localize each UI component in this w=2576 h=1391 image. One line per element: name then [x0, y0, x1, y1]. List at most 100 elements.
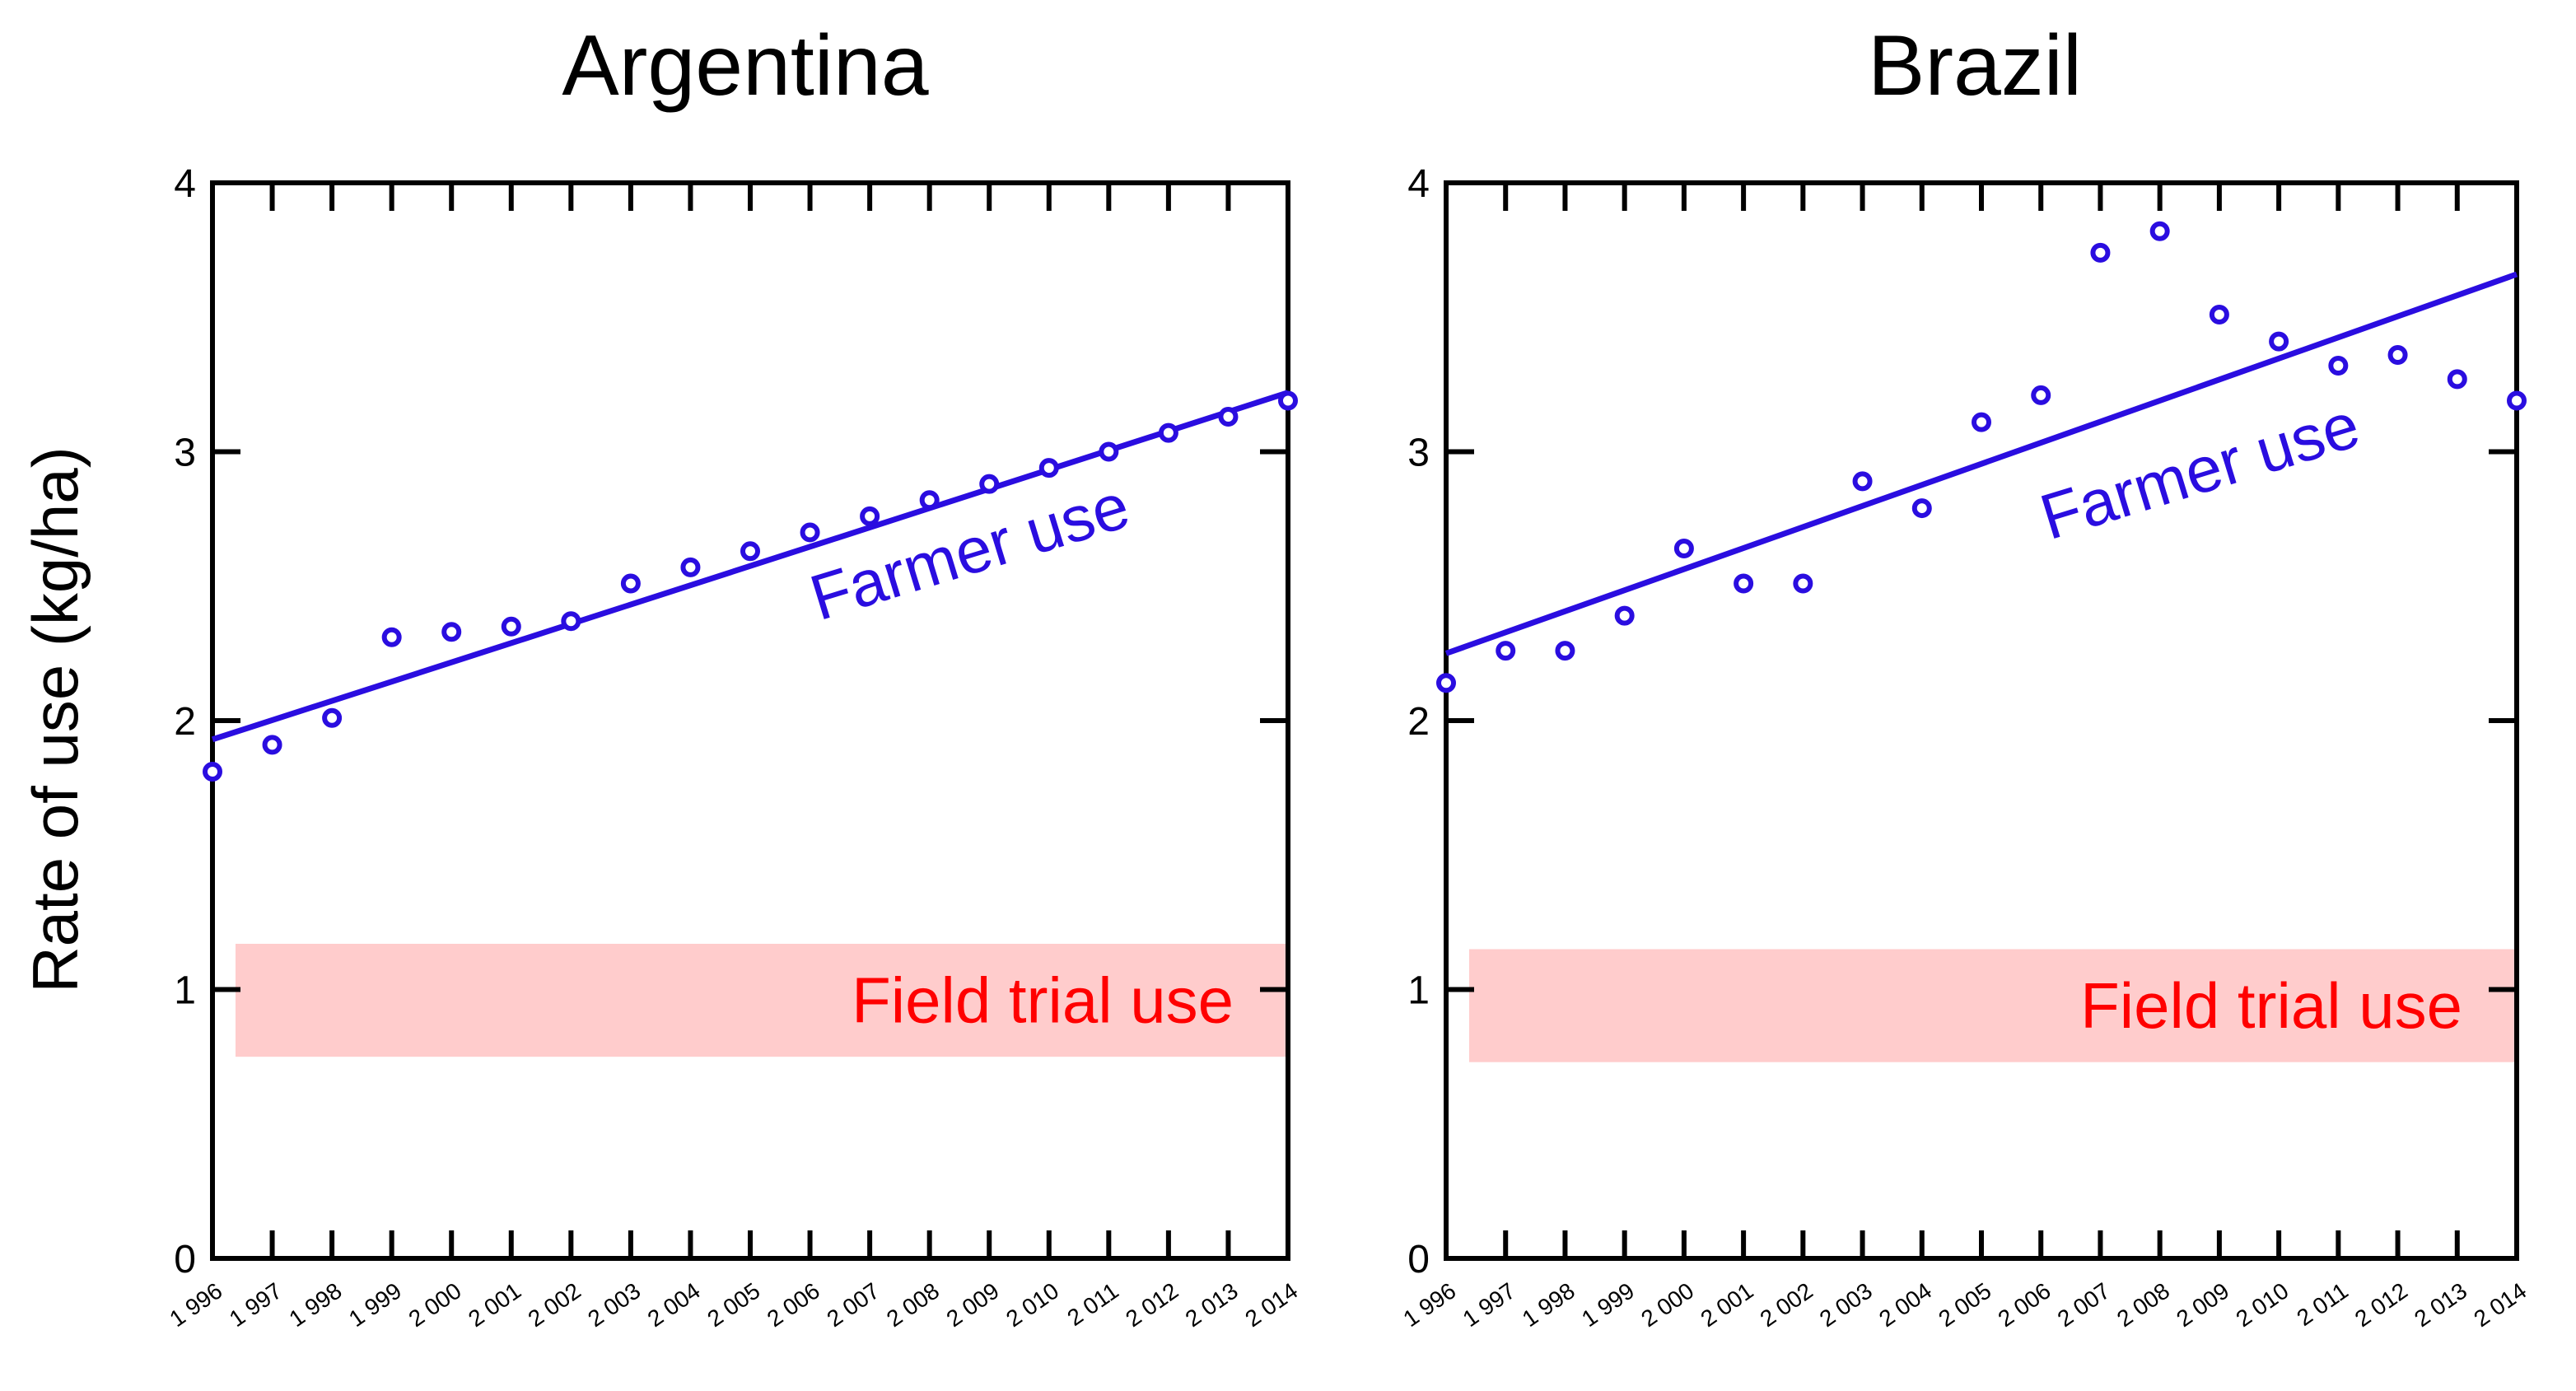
data-point: [2507, 390, 2527, 411]
data-point: [1099, 441, 1119, 462]
data-point: [1734, 573, 1754, 594]
data-point: [2269, 331, 2289, 352]
series-label: Farmer use: [2032, 388, 2368, 553]
x-tick-label: 2 002: [1756, 1278, 1818, 1333]
field-trial-label: Field trial use: [852, 964, 1234, 1037]
data-point: [203, 762, 222, 782]
data-point: [262, 735, 282, 755]
data-point: [2031, 385, 2051, 405]
data-point: [1911, 498, 1932, 519]
x-tick-label: 2 013: [2410, 1278, 2471, 1333]
data-point: [680, 557, 701, 577]
data-point: [1038, 458, 1059, 478]
x-tick-label: 2 008: [882, 1278, 944, 1333]
x-tick-label: 1 998: [284, 1278, 346, 1333]
x-tick-label: 2 000: [1636, 1278, 1698, 1333]
x-tick-label: 2 005: [1934, 1278, 1995, 1333]
data-point: [2149, 221, 2170, 241]
x-tick-label: 2 001: [1696, 1278, 1757, 1333]
x-tick-label: 2 014: [2469, 1278, 2531, 1333]
data-point: [979, 474, 1000, 494]
y-tick-label: 4: [174, 162, 196, 206]
y-tick-label: 0: [1407, 1238, 1430, 1281]
x-tick-label: 2 014: [1240, 1278, 1302, 1333]
data-point: [2328, 356, 2349, 376]
trend-line: [1444, 271, 2518, 656]
data-point: [1555, 641, 1575, 661]
x-tick-label: 2 010: [1001, 1278, 1063, 1333]
data-point: [1972, 412, 1991, 432]
x-tick-label: 1 998: [1518, 1278, 1580, 1333]
data-point: [1158, 422, 1178, 443]
data-point: [322, 707, 343, 728]
data-point: [2447, 369, 2467, 390]
x-tick-label: 2 005: [702, 1278, 764, 1333]
field-trial-label: Field trial use: [2080, 969, 2462, 1042]
data-point: [1673, 539, 1694, 559]
x-tick-label: 2 007: [822, 1278, 884, 1333]
y-tick-label: 4: [1407, 162, 1430, 206]
data-point: [501, 616, 521, 637]
x-tick-label: 2 010: [2231, 1278, 2293, 1333]
x-tick-label: 1 999: [344, 1278, 406, 1333]
x-tick-label: 2 008: [2112, 1278, 2174, 1333]
data-point: [2387, 344, 2408, 365]
data-point: [441, 622, 462, 642]
x-tick-label: 2 011: [1062, 1278, 1122, 1331]
x-tick-label: 2 012: [2350, 1278, 2412, 1333]
data-point: [2209, 304, 2229, 324]
data-point: [1278, 390, 1298, 411]
data-point: [2090, 242, 2111, 263]
y-axis-label: Rate of use (kg/ha): [19, 446, 91, 992]
x-tick-label: 2 012: [1121, 1278, 1183, 1333]
x-tick-label: 2 006: [763, 1278, 824, 1333]
data-point: [561, 611, 581, 632]
x-tick-label: 1 996: [165, 1278, 226, 1333]
y-tick-label: 2: [1407, 700, 1430, 744]
x-tick-label: 2 006: [1993, 1278, 2055, 1333]
data-point: [1218, 407, 1239, 427]
x-tick-label: 1 999: [1577, 1278, 1639, 1333]
data-point: [1793, 573, 1813, 594]
x-tick-label: 2 002: [524, 1278, 586, 1333]
data-point: [620, 573, 641, 594]
data-point: [740, 541, 760, 562]
x-tick-label: 1 996: [1398, 1278, 1460, 1333]
chart-title: Argentina: [562, 18, 928, 114]
x-tick-label: 2 009: [941, 1278, 1003, 1333]
x-tick-label: 2 009: [2172, 1278, 2233, 1333]
plot-frame: [1444, 180, 2519, 1261]
data-point: [919, 490, 940, 511]
y-tick-label: 0: [174, 1238, 196, 1281]
data-point: [1436, 673, 1456, 693]
plot-frame: [210, 180, 1290, 1261]
x-tick-label: 2 004: [643, 1278, 705, 1333]
y-tick-label: 1: [174, 969, 196, 1013]
field-trial-band: [236, 943, 1288, 1057]
data-point: [860, 506, 880, 526]
y-tick-label: 1: [1407, 969, 1430, 1013]
field-trial-band: [1469, 949, 2517, 1062]
data-point: [800, 522, 820, 543]
x-tick-label: 2 003: [1815, 1278, 1877, 1333]
x-tick-label: 1 997: [1458, 1278, 1519, 1333]
x-tick-label: 2 013: [1181, 1278, 1243, 1333]
y-tick-label: 3: [174, 432, 196, 475]
x-tick-label: 2 004: [1874, 1278, 1936, 1333]
x-tick-label: 2 011: [2292, 1278, 2352, 1331]
x-tick-label: 2 000: [404, 1278, 465, 1333]
trend-line: [211, 390, 1290, 743]
data-point: [1614, 605, 1635, 626]
data-point: [1852, 471, 1873, 492]
chart-title: Brazil: [1868, 18, 2082, 114]
y-tick-label: 2: [174, 700, 196, 744]
y-tick-label: 3: [1407, 432, 1430, 475]
x-tick-label: 2 001: [464, 1278, 525, 1333]
data-point: [381, 627, 402, 647]
x-tick-label: 2 003: [583, 1278, 645, 1333]
